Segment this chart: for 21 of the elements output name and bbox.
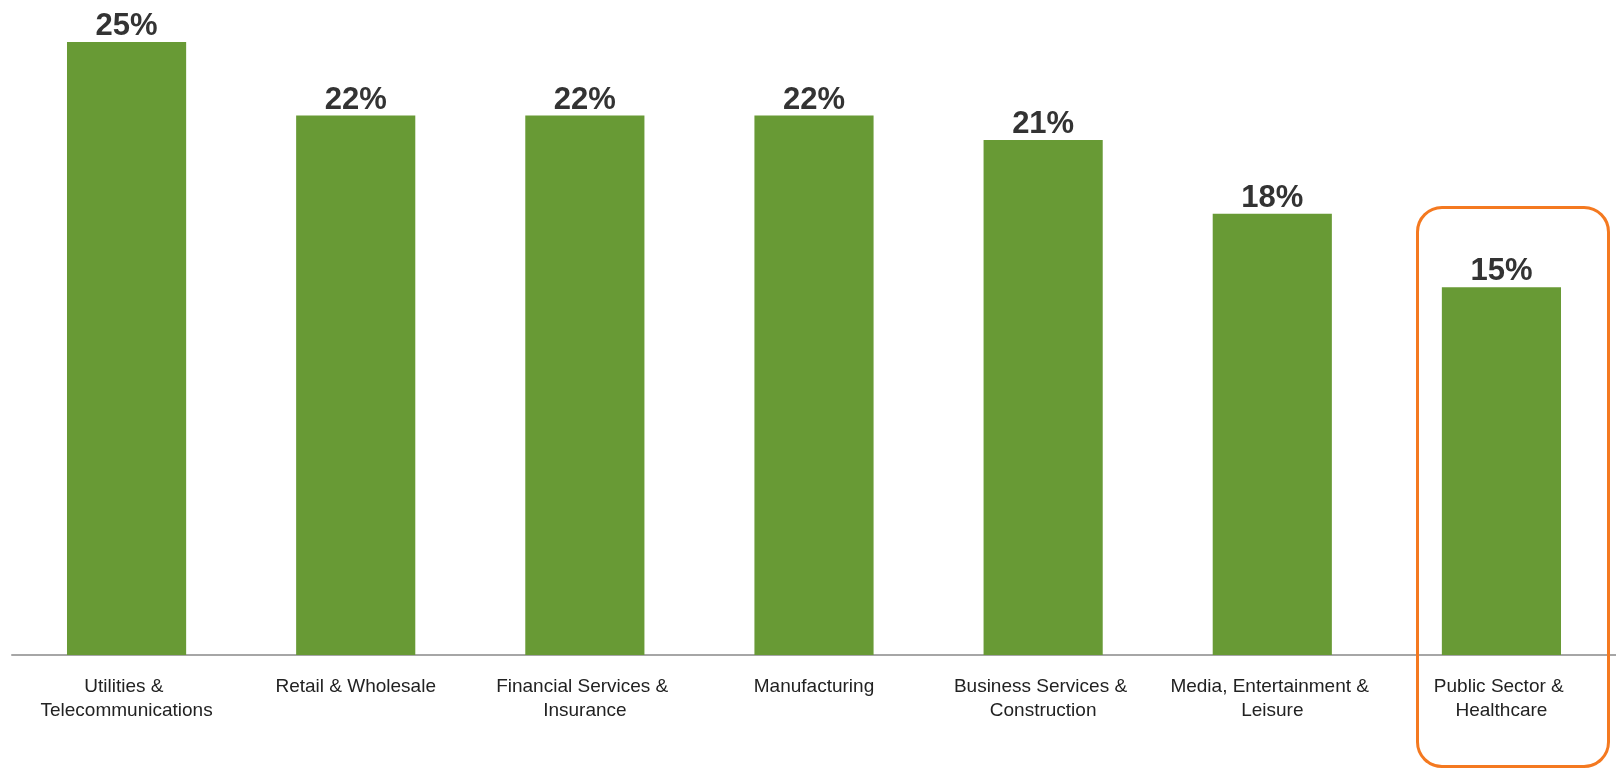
data-label: 22%: [553, 80, 616, 116]
data-label: 25%: [95, 7, 158, 42]
bar: [66, 42, 187, 655]
bar: [983, 140, 1103, 655]
data-label: 22%: [782, 80, 846, 116]
x-tick-label: Retail & Wholesale: [275, 674, 436, 696]
bar: [525, 115, 645, 655]
x-tick-label: Business Services & Construction: [953, 674, 1133, 720]
bar: [296, 115, 416, 655]
data-label: 15%: [1470, 252, 1533, 288]
data-label: 21%: [1012, 105, 1075, 141]
x-tick-label: Media, Entertainment & Leisure: [1170, 674, 1375, 720]
data-label: 22%: [324, 80, 387, 116]
x-tick-label: Financial Services & Insurance: [496, 674, 674, 720]
x-tick-label: Public Sector & Healthcare: [1433, 674, 1570, 720]
bar: [1441, 287, 1562, 655]
bar: [754, 115, 874, 655]
data-label: 18%: [1241, 178, 1304, 214]
x-tick-label: Manufacturing: [753, 674, 875, 696]
x-tick-label: Utilities & Telecommunications: [40, 674, 213, 720]
bar: [1212, 213, 1332, 655]
